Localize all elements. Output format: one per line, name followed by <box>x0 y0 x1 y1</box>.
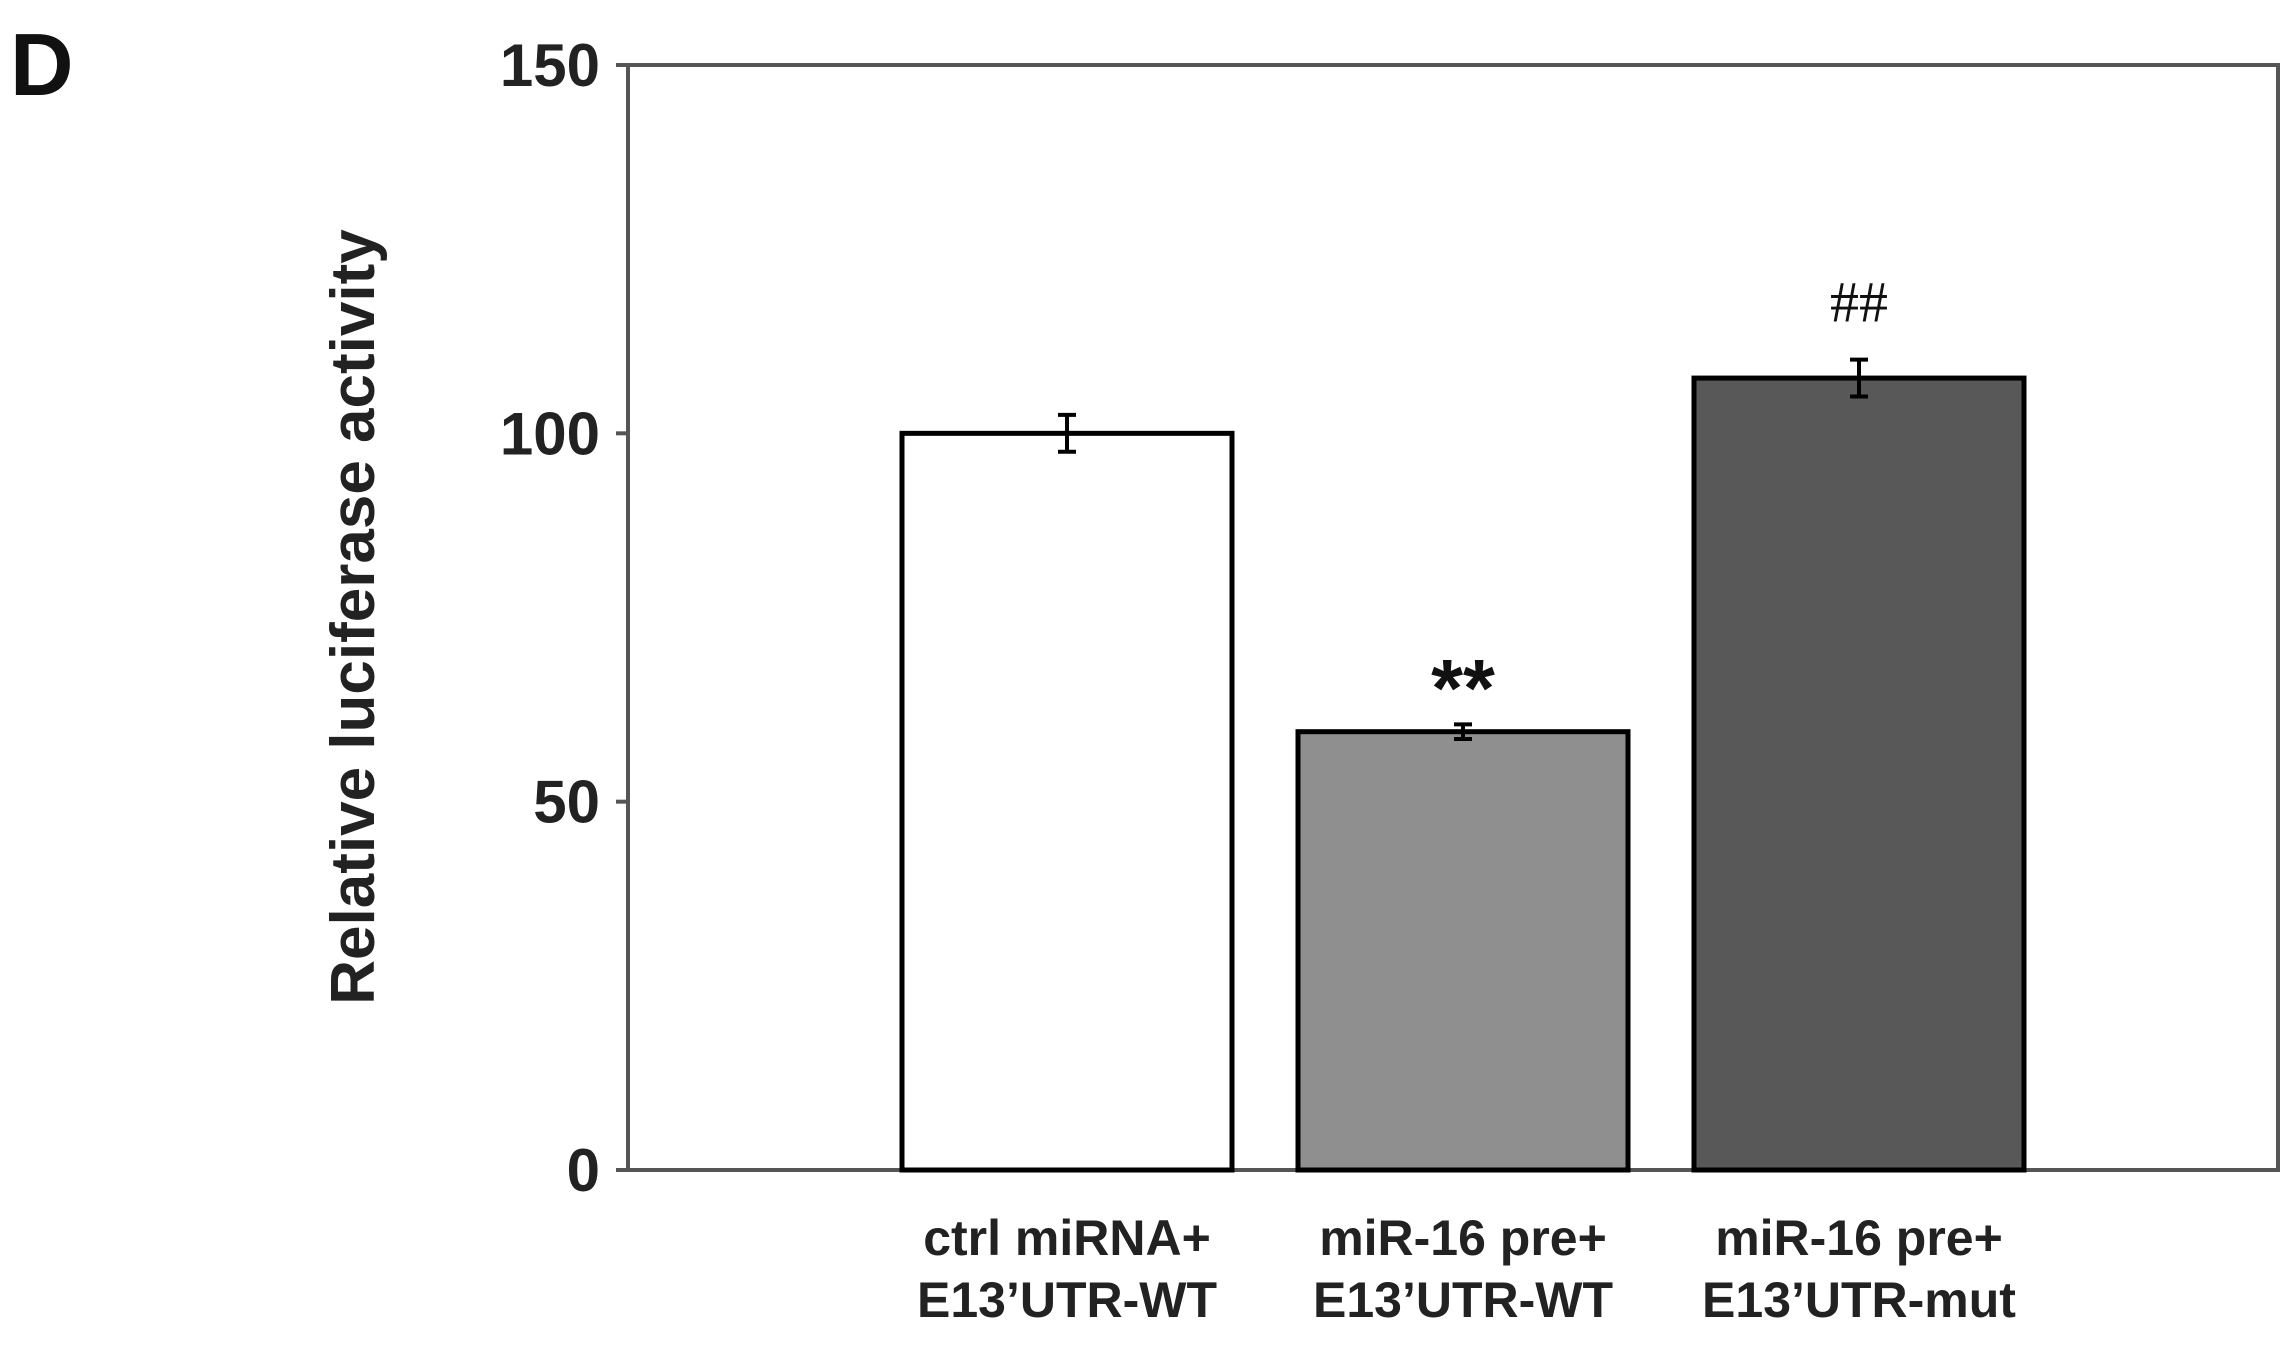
y-tick-label-2: 100 <box>500 400 600 467</box>
x-tick-label-1-line-0: miR-16 pre+ <box>1319 1210 1607 1266</box>
y-ticks: 0 50 100 150 <box>500 32 628 1204</box>
x-tick-label-2-line-1: E13’UTR-mut <box>1702 1272 2016 1328</box>
bar-0 <box>899 430 1235 1173</box>
x-tick-label-2-line-0: miR-16 pre+ <box>1715 1210 2003 1266</box>
bar-1 <box>1295 729 1631 1173</box>
annotation-1: ** <box>1431 643 1495 734</box>
annotations: ** ## <box>1431 270 1888 735</box>
y-tick-label-0: 0 <box>567 1137 600 1204</box>
panel-label: D <box>10 15 74 114</box>
y-axis-title: Relative luciferase activity <box>319 229 388 1005</box>
x-tick-label-0-line-0: ctrl miRNA+ <box>923 1210 1211 1266</box>
x-tick-labels: ctrl miRNA+ E13’UTR-WT miR-16 pre+ E13’UTR-… <box>917 1210 2016 1328</box>
x-tick-label-1-line-1: E13’UTR-WT <box>1313 1272 1613 1328</box>
y-tick-label-3: 150 <box>500 32 600 99</box>
annotation-2: ## <box>1830 270 1888 335</box>
x-tick-label-0-line-1: E13’UTR-WT <box>917 1272 1217 1328</box>
y-tick-label-1: 50 <box>533 769 600 836</box>
bar-2 <box>1691 375 2027 1173</box>
error-bars <box>1058 357 1868 742</box>
bars <box>899 375 2027 1173</box>
